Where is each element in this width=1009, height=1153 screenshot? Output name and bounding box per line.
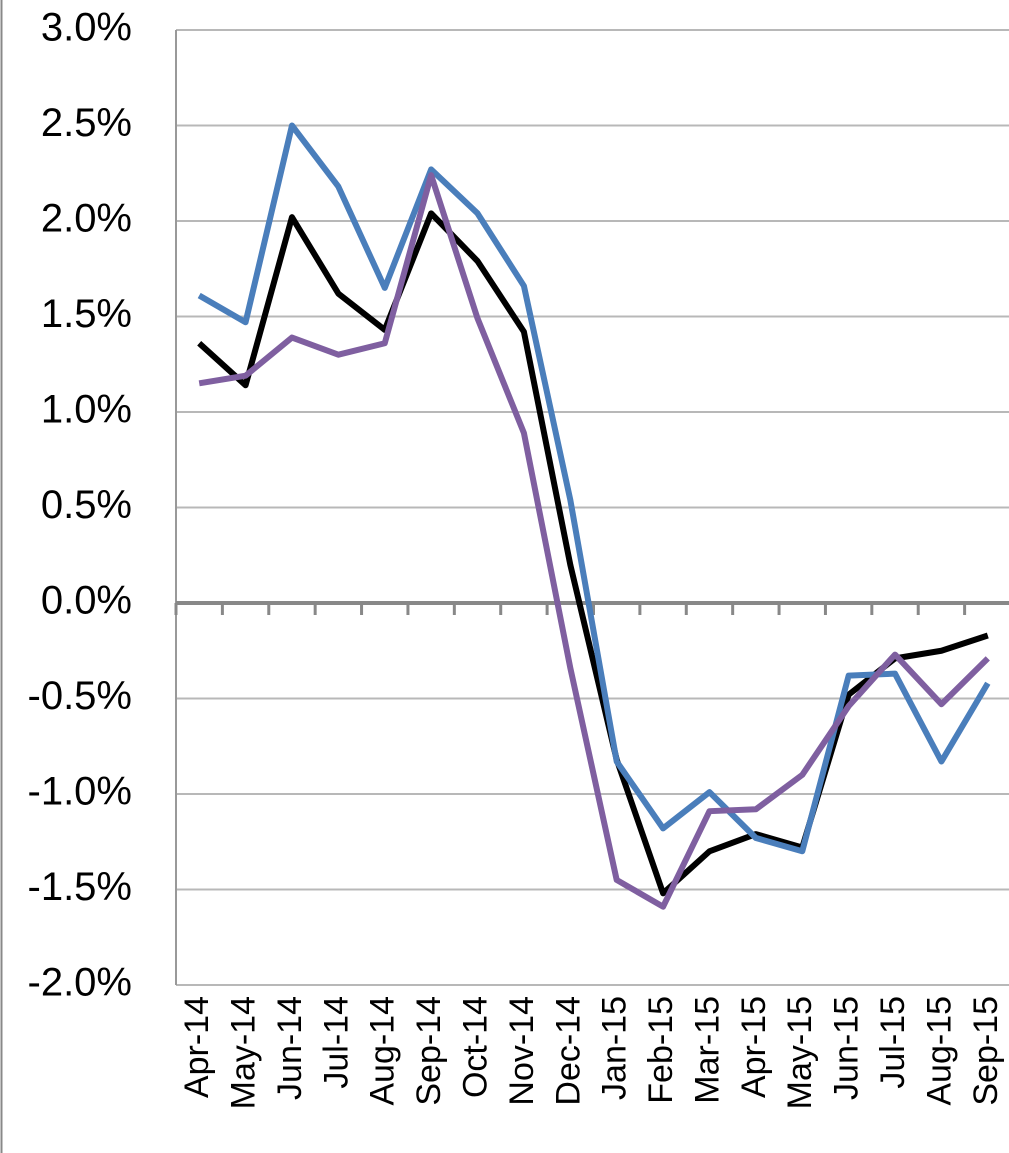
series-line — [197, 122, 991, 855]
x-tick-label: Jun-14 — [271, 996, 309, 1100]
x-tick-label: Sep-15 — [967, 996, 1005, 1106]
x-tick-label: Jul-15 — [874, 996, 912, 1089]
x-tick-label: Jul-14 — [317, 996, 355, 1089]
x-tick-label: Mar-15 — [688, 996, 726, 1104]
x-tick-label: Jan-15 — [596, 996, 634, 1100]
y-tick-label: -1.5% — [28, 865, 133, 909]
x-tick-label: Feb-15 — [642, 996, 680, 1104]
x-tick-label: Sep-14 — [410, 996, 448, 1106]
x-tick-label: Oct-14 — [457, 996, 495, 1098]
x-tick-label: Apr-14 — [178, 996, 216, 1098]
x-tick-label: May-14 — [225, 996, 263, 1109]
x-tick-label: Aug-14 — [364, 996, 402, 1106]
series-line — [198, 172, 990, 910]
x-tick-label: Nov-14 — [503, 996, 541, 1106]
y-tick-label: -2.0% — [28, 961, 133, 1005]
x-tick-label: Aug-15 — [920, 996, 958, 1106]
x-tick-label: Apr-15 — [735, 996, 773, 1098]
y-tick-label: 3.0% — [41, 6, 132, 50]
y-tick-label: -0.5% — [28, 674, 133, 718]
x-tick-label: May-15 — [781, 996, 819, 1109]
x-tick-label: Jun-15 — [828, 996, 866, 1100]
y-tick-label: 2.0% — [41, 197, 132, 241]
y-tick-label: 2.5% — [41, 101, 132, 145]
y-tick-label: -1.0% — [28, 770, 133, 814]
y-tick-label: 1.0% — [41, 388, 132, 432]
y-tick-label: 0.5% — [41, 483, 132, 527]
y-tick-label: 0.0% — [41, 579, 132, 623]
x-tick-label: Dec-14 — [549, 996, 587, 1106]
y-tick-label: 1.5% — [41, 292, 132, 336]
series-line — [197, 210, 989, 897]
